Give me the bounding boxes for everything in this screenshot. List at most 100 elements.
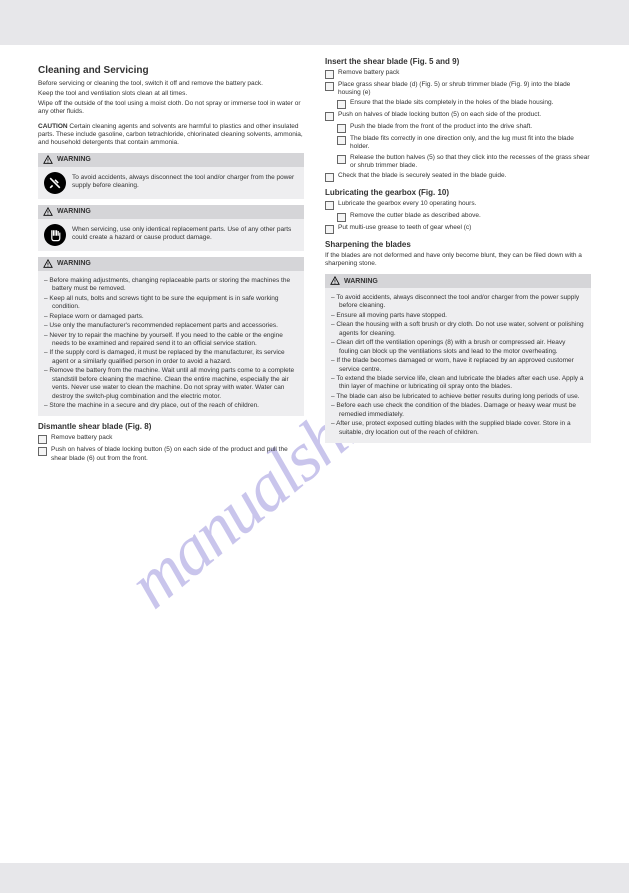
sharp-title: Sharpening the blades [325,240,591,249]
warning-1-header: ! WARNING [38,153,304,167]
s-step-3a: Push on halves of blade locking button (… [325,111,591,121]
w3-item: Keep all nuts, bolts and screws tight to… [44,295,298,312]
w3-item: Use only the manufacturer's recommended … [44,322,298,330]
s-step-2b: Ensure that the blade sits completely in… [337,99,591,109]
s-step-1: Remove battery pack [325,69,591,79]
d2-text: Push on halves of blade locking button (… [51,446,304,462]
wr-item: After use, protect exposed cutting blade… [331,420,585,437]
warning-box-right: ! WARNING To avoid accidents, always dis… [325,274,591,443]
wr-item: Clean dirt off the ventilation openings … [331,339,585,356]
warning-2-text: When servicing, use only identical repla… [72,226,298,244]
s3a-text: Push on halves of blade locking button (… [338,111,541,119]
checkbox-icon [337,155,346,164]
w3-item: Store the machine in a secure and dry pl… [44,402,298,410]
wr-item: Before each use check the condition of t… [331,402,585,419]
checkbox-icon [325,173,334,182]
warning-box-3: ! WARNING Before making adjustments, cha… [38,257,304,417]
d1-text: Remove battery pack [51,434,112,442]
svg-text:!: ! [47,262,49,268]
checkbox-icon [38,447,47,456]
svg-text:!: ! [47,158,49,164]
warning-r-body: To avoid accidents, always disconnect th… [325,288,591,443]
s-step-3d: Release the button halves (5) so that th… [337,154,591,170]
warning-r-list: To avoid accidents, always disconnect th… [331,294,585,437]
warning-icon: ! [330,276,340,286]
warning-3-body: Before making adjustments, changing repl… [38,271,304,417]
l2-text: Put multi-use grease to teeth of gear wh… [338,224,471,232]
warning-1-text: To avoid accidents, always disconnect th… [72,174,298,192]
s-step-2a: Place grass shear blade (d) (Fig. 5) or … [325,81,591,97]
d-step-2: Push on halves of blade locking button (… [38,446,304,462]
warning-3-header: ! WARNING [38,257,304,271]
warning-1-body: To avoid accidents, always disconnect th… [38,167,304,199]
l1b-text: Remove the cutter blade as described abo… [350,212,481,220]
s4-text: Check that the blade is securely seated … [338,172,506,180]
cleaning-title: Cleaning and Servicing [38,65,304,76]
checkbox-icon [337,124,346,133]
wr-item: Ensure all moving parts have stopped. [331,312,585,320]
svg-text:!: ! [47,210,49,216]
checkbox-icon [337,136,346,145]
lub-title: Lubricating the gearbox (Fig. 10) [325,188,591,197]
wr-item: Clean the housing with a soft brush or d… [331,321,585,338]
glove-icon [44,224,66,246]
s2b-text: Ensure that the blade sits completely in… [350,99,553,107]
warning-box-2: ! WARNING When servicing, use only ident… [38,205,304,251]
l-step-2: Put multi-use grease to teeth of gear wh… [325,224,591,234]
w3-item: If the supply cord is damaged, it must b… [44,349,298,366]
w3-item: Remove the battery from the machine. Wai… [44,367,298,401]
warning-r-title: WARNING [344,278,378,285]
header-bar [0,0,629,45]
w3-item: Never try to repair the machine by yours… [44,332,298,349]
l-step-1b: Remove the cutter blade as described abo… [337,212,591,222]
l-step-1a: Lubricate the gearbox every 10 operating… [325,200,591,210]
intro-2: Keep the tool and ventilation slots clea… [38,90,304,98]
warning-icon: ! [43,259,53,269]
checkbox-icon [337,100,346,109]
svg-text:!: ! [334,280,336,286]
warning-icon: ! [43,155,53,165]
intro-3: Wipe off the outside of the tool using a… [38,100,304,116]
s-step-3c: The blade fits correctly in one directio… [337,135,591,151]
checkbox-icon [325,201,334,210]
w3-item: Replace worn or damaged parts. [44,313,298,321]
checkbox-icon [337,213,346,222]
s2a-text: Place grass shear blade (d) (Fig. 5) or … [338,81,591,97]
warning-box-1: ! WARNING To avoid accidents, always dis… [38,153,304,199]
checkbox-icon [325,225,334,234]
dismantle-title: Dismantle shear blade (Fig. 8) [38,422,304,431]
w3-item: Before making adjustments, changing repl… [44,277,298,294]
s1-text: Remove battery pack [338,69,399,77]
d-step-1: Remove battery pack [38,434,304,444]
unplug-icon [44,172,66,194]
s3c-text: The blade fits correctly in one directio… [350,135,591,151]
checkbox-icon [325,70,334,79]
sharp-body: If the blades are not deformed and have … [325,252,591,268]
footer-bar [0,863,629,893]
intro-1: Before servicing or cleaning the tool, s… [38,80,304,88]
page-content: Cleaning and Servicing Before servicing … [0,45,629,465]
wr-item: To extend the blade service life, clean … [331,375,585,392]
s3d-text: Release the button halves (5) so that th… [350,154,591,170]
caution-heading: CAUTION [38,123,68,130]
shear-title: Insert the shear blade (Fig. 5 and 9) [325,57,591,66]
checkbox-icon [325,112,334,121]
checkbox-icon [325,82,334,91]
warning-2-title: WARNING [57,208,91,215]
checkbox-icon [38,435,47,444]
warning-icon: ! [43,207,53,217]
warning-2-header: ! WARNING [38,205,304,219]
s-step-4: Check that the blade is securely seated … [325,172,591,182]
warning-2-body: When servicing, use only identical repla… [38,219,304,251]
warning-3-list: Before making adjustments, changing repl… [44,277,298,411]
right-column: Insert the shear blade (Fig. 5 and 9) Re… [325,57,591,465]
s-step-3b: Push the blade from the front of the pro… [337,123,591,133]
wr-item: To avoid accidents, always disconnect th… [331,294,585,311]
left-column: Cleaning and Servicing Before servicing … [38,57,304,465]
s3b-text: Push the blade from the front of the pro… [350,123,532,131]
warning-r-header: ! WARNING [325,274,591,288]
wr-item: If the blade becomes damaged or worn, ha… [331,357,585,374]
warning-1-title: WARNING [57,156,91,163]
warning-3-title: WARNING [57,260,91,267]
wr-item: The blade can also be lubricated to achi… [331,393,585,401]
